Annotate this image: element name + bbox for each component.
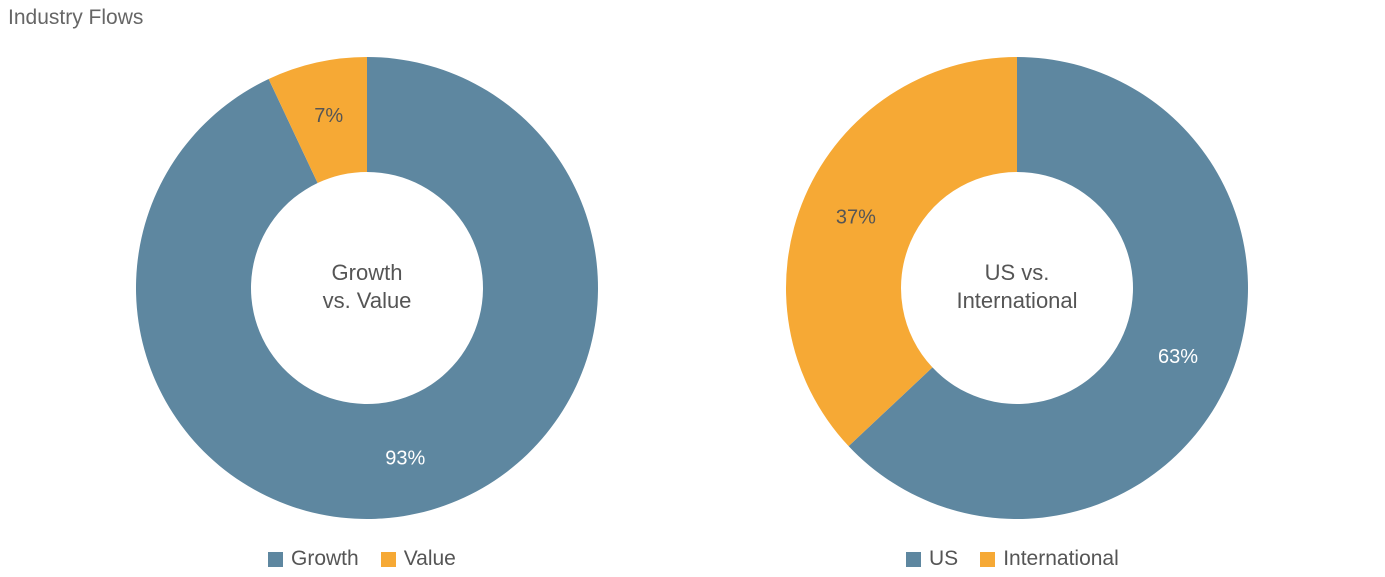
slice-us — [848, 57, 1248, 519]
growth-vs-value-donut: 93% 7% Growth vs. Value — [135, 57, 598, 519]
legend-label-us: US — [929, 547, 959, 570]
page-title: Industry Flows — [8, 6, 144, 29]
legend-swatch-value — [380, 551, 396, 567]
slice-growth — [135, 57, 598, 519]
legend-item-us: US — [906, 547, 958, 571]
center-label: Growth vs. Value — [323, 260, 412, 313]
legend-label-value: Value — [403, 547, 456, 570]
legend-growth-vs-value: Growth Value — [268, 545, 456, 573]
data-label-growth: 93% — [385, 448, 425, 470]
slice-international — [786, 56, 1017, 447]
data-label-international: 37% — [836, 207, 876, 229]
legend-swatch-us — [906, 551, 921, 567]
data-label-value: 7% — [314, 105, 343, 127]
legend-item-value: Value — [380, 547, 456, 571]
legend-label-growth: Growth — [291, 547, 359, 570]
legend-item-international: International — [980, 547, 1119, 571]
legend-item-growth: Growth — [268, 547, 359, 571]
legend-us-vs-international: US International — [906, 545, 1119, 573]
us-vs-international-donut: 63% 37% US vs. International — [786, 56, 1248, 519]
data-label-us: 63% — [1158, 346, 1198, 368]
legend-swatch-growth — [268, 551, 283, 567]
center-label: US vs. International — [956, 260, 1077, 313]
legend-label-international: International — [1003, 547, 1119, 570]
slice-value — [268, 57, 367, 184]
legend-swatch-international — [980, 551, 996, 567]
